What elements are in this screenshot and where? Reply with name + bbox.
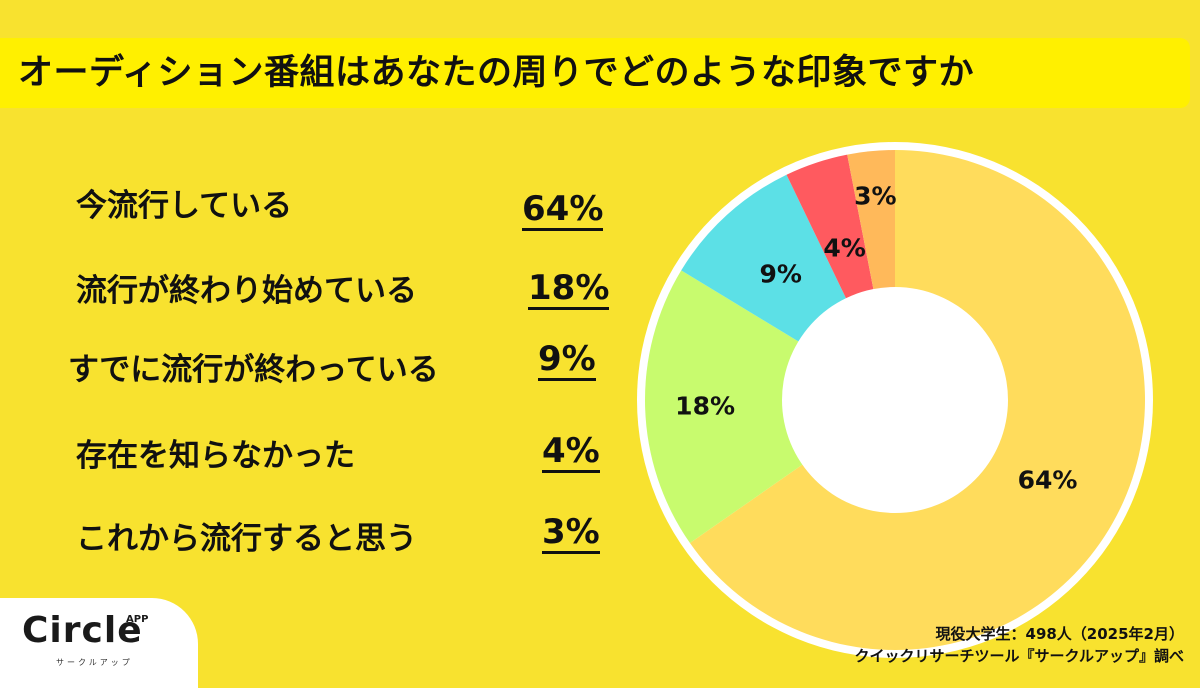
source-line-2: クイックリサーチツール『サークルアップ』調べ: [854, 647, 1184, 665]
result-value: 9%: [538, 339, 596, 381]
donut-slice: [645, 270, 895, 544]
title-band: [0, 38, 1190, 108]
result-label: 存在を知らなかった: [76, 438, 355, 474]
result-value: 64%: [522, 189, 604, 231]
logo-panel: [0, 598, 198, 688]
segment-label: 3%: [854, 181, 897, 211]
segment-label: 4%: [823, 233, 866, 263]
logo-badge: APP: [126, 614, 149, 625]
page-title: オーディション番組はあなたの周りでどのような印象ですか: [18, 53, 975, 93]
result-label: 流行が終わり始めている: [76, 273, 417, 309]
result-label: これから流行すると思う: [76, 521, 417, 557]
result-value: 4%: [542, 431, 600, 473]
logo: Circle: [22, 610, 143, 651]
logo-subtitle: サークルアップ: [56, 658, 133, 667]
result-value: 18%: [528, 268, 610, 310]
segment-label: 64%: [1017, 465, 1078, 495]
donut-chart: 64% 18% 9% 4% 3%: [636, 141, 1154, 659]
donut-hole: [782, 287, 1008, 513]
segment-label: 9%: [759, 259, 802, 289]
segment-label: 18%: [675, 391, 736, 421]
result-label: すでに流行が終わっている: [68, 352, 439, 388]
source-line-1: 現役大学生：498人（2025年2月）: [935, 625, 1185, 643]
donut-svg: [637, 142, 1153, 658]
result-value: 3%: [542, 512, 600, 554]
result-label: 今流行している: [76, 188, 293, 224]
